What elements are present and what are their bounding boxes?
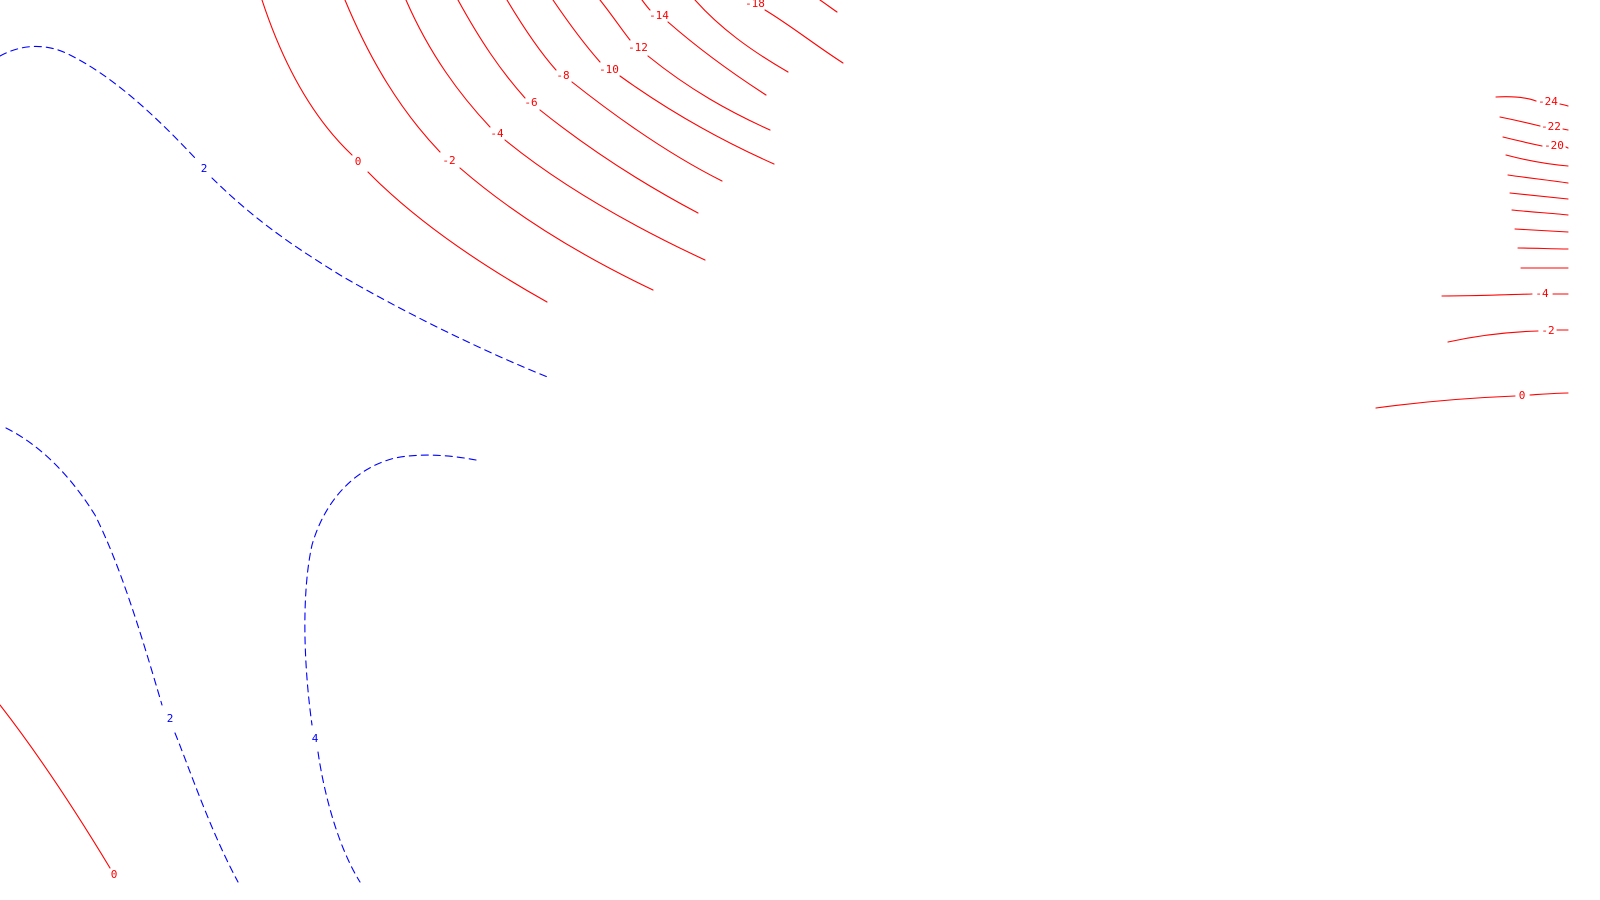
contour-line (1505, 154, 1569, 167)
contour-label: -24 (1538, 95, 1558, 108)
contour-label: -2 (442, 154, 455, 167)
contour-line (1509, 192, 1569, 200)
contour-line-minus-22 (1499, 116, 1569, 131)
contour-line-2-upper (0, 45, 551, 379)
contour-label: -8 (556, 69, 569, 82)
contour-label: 0 (111, 868, 118, 881)
contour-line-minus-10 (552, 0, 775, 165)
contour-line-minus-8 (506, 0, 723, 182)
contour-line-minus-2 (344, 0, 654, 291)
contour-label: 2 (201, 162, 208, 175)
contour-line-0 (261, 0, 548, 303)
contour-label: -6 (524, 96, 537, 109)
contour-label: -18 (745, 0, 765, 10)
contour-line-minus-20 (819, 0, 838, 13)
contour-line-2-lower (5, 427, 239, 883)
positive-contour-group: 2 2 4 (0, 45, 551, 883)
right-edge-contour-group: -24 -22 -20 -4 -2 0 (1375, 95, 1569, 409)
contour-label: -22 (1541, 120, 1561, 133)
contour-line-minus-4 (405, 0, 706, 261)
contour-label: -12 (628, 41, 648, 54)
contour-line-minus-20 (1502, 136, 1569, 149)
lower-left-contour-group: 0 (0, 704, 118, 881)
contour-line-minus-16 (694, 0, 789, 73)
contour-line (1511, 209, 1569, 216)
upper-left-contour-group: 0 -2 -4 -6 -8 -10 -12 -14 -18 (261, 0, 844, 303)
contour-line-minus-24 (1495, 96, 1569, 107)
contour-label: 0 (355, 155, 362, 168)
contour-label: -20 (1544, 139, 1564, 152)
contour-label: -2 (1541, 324, 1554, 337)
contour-line-minus-6 (457, 0, 699, 214)
contour-line-minus-18 (764, 9, 844, 64)
contour-line-minus-14 (641, 0, 767, 96)
contour-line-minus-12 (599, 0, 771, 131)
contour-label: 2 (167, 712, 174, 725)
contour-line-4 (304, 454, 477, 883)
contour-label: -10 (599, 63, 619, 76)
contour-label: 0 (1519, 389, 1526, 402)
contour-label: -14 (649, 9, 669, 22)
contour-label: -4 (1535, 287, 1549, 300)
contour-line-0-lower (0, 704, 111, 869)
contour-line (1517, 247, 1569, 250)
contour-line (1514, 228, 1569, 233)
contour-line-minus-4 (1441, 293, 1569, 297)
contour-label: 4 (312, 732, 319, 745)
contour-line-minus-2 (1447, 329, 1569, 343)
contour-line-0 (1375, 392, 1569, 409)
contour-label: -4 (490, 127, 504, 140)
contour-line (1507, 174, 1569, 184)
